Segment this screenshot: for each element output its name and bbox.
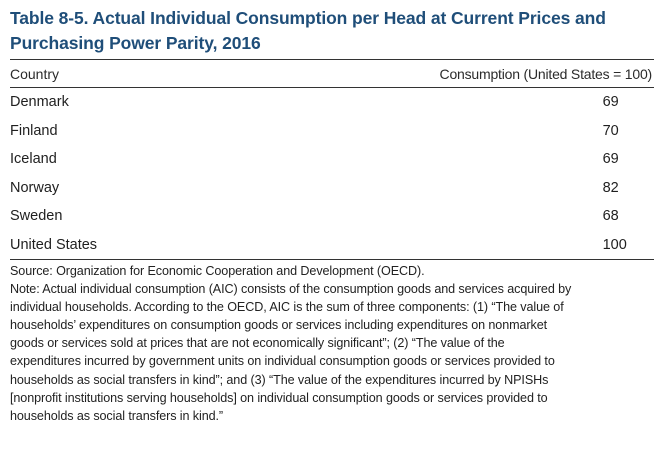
row-country: Finland — [10, 122, 58, 139]
row-country: United States — [10, 230, 102, 260]
note-line: households as social transfers in kind”;… — [10, 372, 549, 387]
table-title-line-2: Purchasing Power Parity, 2016 — [10, 33, 261, 53]
row-value: 69 — [602, 151, 619, 168]
row-value: 100 — [101, 230, 654, 260]
row-country: Norway — [10, 179, 60, 196]
row-value: 70 — [602, 122, 619, 139]
note-line: households as social transfers in kind.” — [10, 408, 224, 423]
row-value: 69 — [602, 94, 619, 111]
header-consumption: Consumption (United States = 100) — [101, 59, 654, 88]
source-note: Source: Organization for Economic Cooper… — [10, 264, 425, 278]
table-row: Finland 70 — [10, 117, 654, 146]
note-line: Note: Actual individual consumption (AIC… — [10, 282, 572, 297]
table-title: Table 8-5. Actual Individual Consumption… — [10, 6, 654, 56]
table-footnotes: Source: Organization for Economic Cooper… — [10, 262, 654, 425]
table-title-line-1: Table 8-5. Actual Individual Consumption… — [10, 8, 606, 28]
note-line: expenditures incurred by government unit… — [10, 354, 555, 369]
header-country: Country — [10, 59, 102, 88]
table-row: Norway 82 — [10, 174, 654, 203]
table-document: Table 8-5. Actual Individual Consumption… — [10, 6, 654, 425]
table-row: Denmark 69 — [10, 88, 654, 117]
note-line: goods or services sold at prices that ar… — [10, 336, 505, 351]
table-row: United States 100 — [10, 230, 654, 260]
row-value: 82 — [602, 179, 619, 196]
note-line: individual households. According to the … — [10, 300, 564, 315]
note-text: Note: Actual individual consumption (AIC… — [10, 280, 654, 425]
note-line: [nonprofit institutions serving househol… — [10, 390, 548, 405]
table-row: Sweden 68 — [10, 202, 654, 231]
row-value: 68 — [602, 208, 619, 225]
row-country: Iceland — [10, 151, 57, 168]
table-header-row: Country Consumption (United States = 100… — [10, 59, 654, 88]
row-country: Denmark — [10, 94, 69, 111]
consumption-table: Country Consumption (United States = 100… — [10, 59, 654, 260]
row-country: Sweden — [10, 208, 63, 225]
note-line: households’ expenditures on consumption … — [10, 318, 547, 333]
table-row: Iceland 69 — [10, 145, 654, 174]
